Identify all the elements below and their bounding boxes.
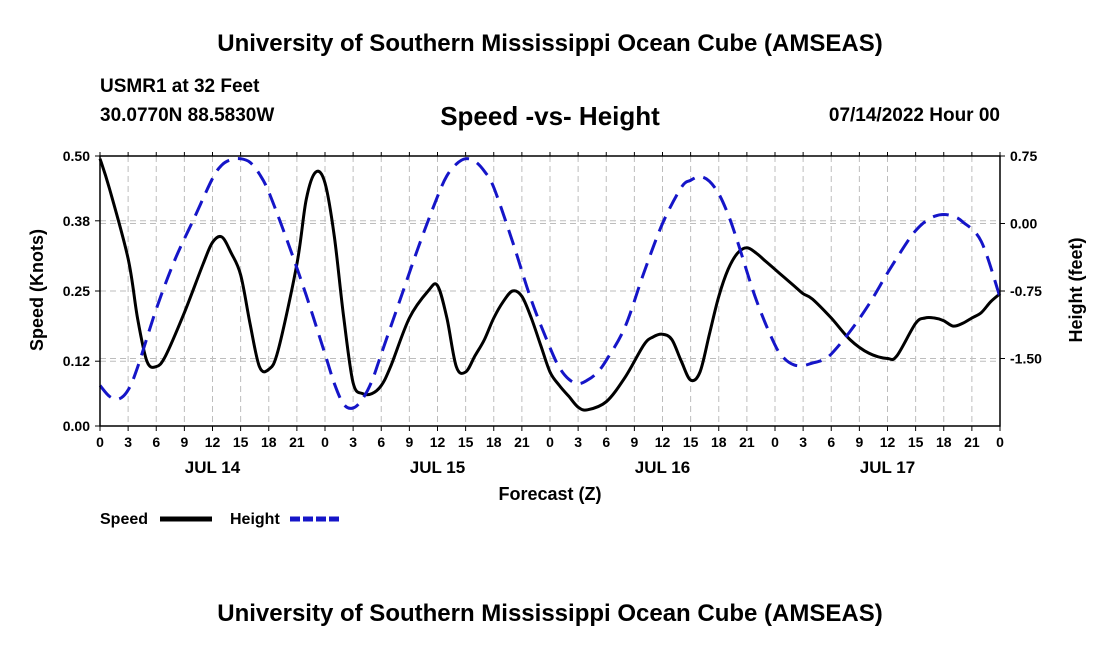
x-tick-label: 9 <box>855 434 863 450</box>
station-label: USMR1 at 32 Feet <box>100 76 260 97</box>
x-tick-label: 0 <box>771 434 779 450</box>
x-tick-label: 18 <box>261 434 277 450</box>
forecast-datetime: 07/14/2022 Hour 00 <box>828 105 1000 126</box>
chart-subtitle: Speed -vs- Height <box>440 101 660 131</box>
x-tick-label: 21 <box>739 434 755 450</box>
grid <box>100 155 1000 426</box>
legend-speed-label: Speed <box>100 511 148 528</box>
day-label: JUL 14 <box>185 458 241 477</box>
x-tick-label: 12 <box>655 434 671 450</box>
series-height-line <box>98 157 1002 410</box>
x-tick-label: 15 <box>908 434 924 450</box>
y-tick-label: 0.25 <box>63 283 90 299</box>
y2-tick-label: -1.50 <box>1010 351 1042 367</box>
series-layer <box>98 157 1002 412</box>
x-tick-label: 18 <box>711 434 727 450</box>
day-label: JUL 16 <box>635 458 690 477</box>
axis-ticks: 0 3 6 9 12 15 18 21 0 3 6 9 12 15 18 21 0 3 6 9 12 15 18 21 0 3 6 9… <box>63 148 1042 477</box>
x-tick-label: 21 <box>289 434 305 450</box>
x-tick-label: 21 <box>964 434 980 450</box>
x-tick-label: 6 <box>377 434 385 450</box>
y-tick-label: 0.00 <box>63 418 90 434</box>
x-tick-label: 6 <box>827 434 835 450</box>
series-speed-line <box>98 158 1001 412</box>
y-tick-label: 0.50 <box>63 148 90 164</box>
x-tick-label: 3 <box>124 434 132 450</box>
x-tick-label: 9 <box>630 434 638 450</box>
x-tick-label: 6 <box>602 434 610 450</box>
y-tick-label: 0.12 <box>63 353 90 369</box>
x-tick-label: 15 <box>458 434 474 450</box>
x-tick-label: 15 <box>233 434 249 450</box>
x-tick-label: 9 <box>180 434 188 450</box>
legend: Speed Height <box>100 511 342 528</box>
x-tick-label: 0 <box>321 434 329 450</box>
x-tick-label: 15 <box>683 434 699 450</box>
day-label: JUL 15 <box>410 458 465 477</box>
x-tick-label: 12 <box>430 434 446 450</box>
day-label: JUL 17 <box>860 458 915 477</box>
x-tick-label: 18 <box>936 434 952 450</box>
legend-height-label: Height <box>230 511 280 528</box>
y-axis-label: Speed (Knots) <box>27 229 47 351</box>
y2-tick-label: 0.75 <box>1010 148 1037 164</box>
x-tick-label: 21 <box>514 434 530 450</box>
y2-tick-label: -0.75 <box>1010 283 1042 299</box>
x-tick-label: 12 <box>880 434 896 450</box>
x-tick-label: 3 <box>799 434 807 450</box>
y2-axis-label: Height (feet) <box>1066 238 1086 343</box>
station-coordinates: 30.0770N 88.5830W <box>100 105 275 126</box>
x-tick-label: 0 <box>96 434 104 450</box>
x-tick-label: 9 <box>405 434 413 450</box>
x-tick-label: 3 <box>349 434 357 450</box>
footer-title: University of Southern Mississippi Ocean… <box>217 600 883 627</box>
x-tick-label: 6 <box>152 434 160 450</box>
y-tick-label: 0.38 <box>63 213 90 229</box>
x-tick-label: 0 <box>996 434 1004 450</box>
x-axis-label: Forecast (Z) <box>498 484 601 504</box>
y2-tick-label: 0.00 <box>1010 216 1037 232</box>
chart-title: University of Southern Mississippi Ocean… <box>217 30 883 57</box>
x-tick-label: 0 <box>546 434 554 450</box>
x-tick-label: 18 <box>486 434 502 450</box>
x-tick-label: 12 <box>205 434 221 450</box>
x-tick-label: 3 <box>574 434 582 450</box>
